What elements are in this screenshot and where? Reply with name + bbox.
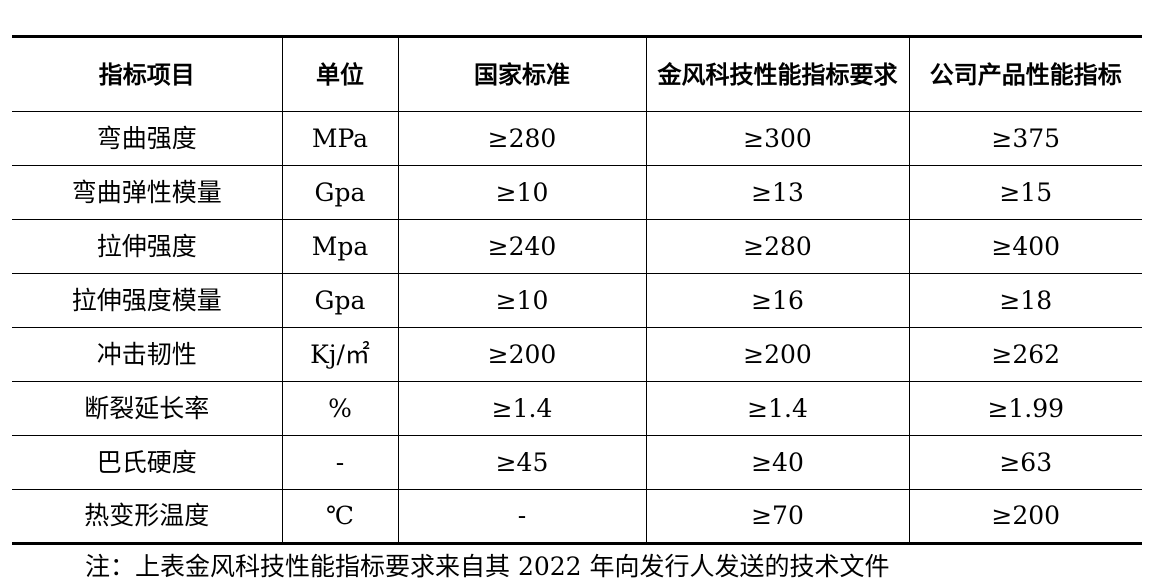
header-indicator: 指标项目 xyxy=(12,35,283,112)
table-row: 弯曲强度 MPa ≥280 ≥300 ≥375 xyxy=(12,111,1142,166)
cell-indicator: 拉伸强度模量 xyxy=(12,273,283,328)
cell-company-product: ≥18 xyxy=(908,273,1142,328)
cell-national-standard: - xyxy=(397,489,647,545)
cell-national-standard: ≥280 xyxy=(397,111,647,166)
cell-national-standard: ≥200 xyxy=(397,327,647,382)
cell-goldwind-requirement: ≥200 xyxy=(645,327,910,382)
table-footnote: 注：上表金风科技性能指标要求来自其 2022 年向发行人发送的技术文件 xyxy=(85,552,890,581)
cell-national-standard: ≥10 xyxy=(397,165,647,220)
cell-company-product: ≥400 xyxy=(908,219,1142,274)
cell-unit: % xyxy=(281,381,399,436)
cell-company-product: ≥262 xyxy=(908,327,1142,382)
cell-unit: MPa xyxy=(281,111,399,166)
performance-table: 指标项目 单位 国家标准 金风科技性能指标要求 公司产品性能指标 弯曲强度 MP… xyxy=(12,35,1142,545)
table-row: 冲击韧性 Kj/㎡ ≥200 ≥200 ≥262 xyxy=(12,327,1142,382)
cell-unit: Gpa xyxy=(281,165,399,220)
table-row: 热变形温度 ℃ - ≥70 ≥200 xyxy=(12,489,1142,545)
cell-indicator: 拉伸强度 xyxy=(12,219,283,274)
cell-national-standard: ≥45 xyxy=(397,435,647,490)
cell-unit: Gpa xyxy=(281,273,399,328)
cell-indicator: 巴氏硬度 xyxy=(12,435,283,490)
table-header-row: 指标项目 单位 国家标准 金风科技性能指标要求 公司产品性能指标 xyxy=(12,35,1142,112)
cell-company-product: ≥63 xyxy=(908,435,1142,490)
table-row: 拉伸强度模量 Gpa ≥10 ≥16 ≥18 xyxy=(12,273,1142,328)
cell-company-product: ≥375 xyxy=(908,111,1142,166)
table-row: 巴氏硬度 - ≥45 ≥40 ≥63 xyxy=(12,435,1142,490)
header-goldwind-requirement: 金风科技性能指标要求 xyxy=(645,35,910,112)
cell-goldwind-requirement: ≥13 xyxy=(645,165,910,220)
cell-national-standard: ≥10 xyxy=(397,273,647,328)
header-national-standard: 国家标准 xyxy=(397,35,647,112)
cell-indicator: 断裂延长率 xyxy=(12,381,283,436)
cell-goldwind-requirement: ≥300 xyxy=(645,111,910,166)
cell-indicator: 弯曲强度 xyxy=(12,111,283,166)
cell-unit: - xyxy=(281,435,399,490)
header-company-product: 公司产品性能指标 xyxy=(908,35,1142,112)
cell-goldwind-requirement: ≥1.4 xyxy=(645,381,910,436)
cell-national-standard: ≥240 xyxy=(397,219,647,274)
table-row: 弯曲弹性模量 Gpa ≥10 ≥13 ≥15 xyxy=(12,165,1142,220)
cell-goldwind-requirement: ≥40 xyxy=(645,435,910,490)
cell-unit: Kj/㎡ xyxy=(281,327,399,382)
cell-company-product: ≥1.99 xyxy=(908,381,1142,436)
table-row: 断裂延长率 % ≥1.4 ≥1.4 ≥1.99 xyxy=(12,381,1142,436)
cell-goldwind-requirement: ≥70 xyxy=(645,489,910,545)
cell-national-standard: ≥1.4 xyxy=(397,381,647,436)
cell-indicator: 冲击韧性 xyxy=(12,327,283,382)
cell-company-product: ≥200 xyxy=(908,489,1142,545)
header-unit: 单位 xyxy=(281,35,399,112)
cell-unit: Mpa xyxy=(281,219,399,274)
cell-indicator: 热变形温度 xyxy=(12,489,283,545)
cell-unit: ℃ xyxy=(281,489,399,545)
cell-indicator: 弯曲弹性模量 xyxy=(12,165,283,220)
cell-company-product: ≥15 xyxy=(908,165,1142,220)
cell-goldwind-requirement: ≥16 xyxy=(645,273,910,328)
table-row: 拉伸强度 Mpa ≥240 ≥280 ≥400 xyxy=(12,219,1142,274)
cell-goldwind-requirement: ≥280 xyxy=(645,219,910,274)
